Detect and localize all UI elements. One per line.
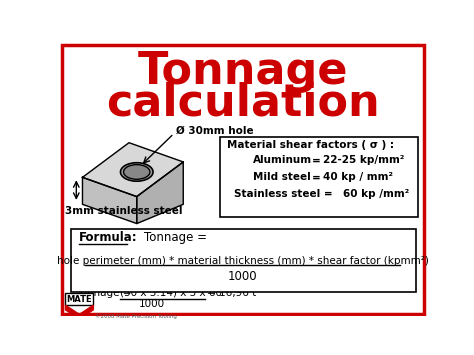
Ellipse shape: [124, 165, 150, 179]
Text: Tonnage =: Tonnage =: [76, 288, 135, 298]
Text: hole perimeter (mm) * material thickness (mm) * shear factor (kpmm²): hole perimeter (mm) * material thickness…: [57, 256, 429, 266]
Text: =: =: [312, 155, 320, 165]
Text: Example: Ø 30mm hole in 3mm stainless steel: Example: Ø 30mm hole in 3mm stainless st…: [76, 277, 319, 287]
Text: Ø 30mm hole: Ø 30mm hole: [175, 126, 253, 136]
Text: = 16,96 t: = 16,96 t: [207, 288, 256, 298]
Text: 3mm stainless steel: 3mm stainless steel: [65, 206, 183, 215]
Bar: [71, 229, 416, 292]
Text: =: =: [312, 173, 320, 182]
Polygon shape: [82, 143, 183, 197]
Text: Stainless steel =: Stainless steel =: [235, 189, 333, 200]
Text: 60 kp /mm²: 60 kp /mm²: [343, 189, 409, 200]
Text: Aluminum: Aluminum: [253, 155, 312, 165]
Text: calculation: calculation: [106, 81, 380, 124]
Text: Formula:: Formula:: [79, 231, 137, 244]
Text: Tonnage: Tonnage: [137, 50, 348, 93]
Polygon shape: [65, 305, 93, 319]
Text: MATE: MATE: [66, 295, 92, 304]
Text: Mild steel: Mild steel: [253, 173, 311, 182]
Bar: [220, 137, 418, 217]
Text: 40 kp / mm²: 40 kp / mm²: [323, 173, 393, 182]
Polygon shape: [137, 162, 183, 224]
Text: 22-25 kp/mm²: 22-25 kp/mm²: [323, 155, 404, 165]
Text: (30 x 3.14) x 3 x 60: (30 x 3.14) x 3 x 60: [120, 288, 222, 298]
Text: 1000: 1000: [139, 299, 165, 309]
Bar: [65, 293, 93, 305]
Polygon shape: [82, 178, 137, 224]
Text: Tonnage =: Tonnage =: [145, 231, 208, 244]
Ellipse shape: [120, 163, 153, 181]
Text: 1000: 1000: [228, 270, 258, 283]
Text: ©2008 Mate Precision Tooling: ©2008 Mate Precision Tooling: [95, 313, 177, 319]
Text: Material shear factors ( σ ) :: Material shear factors ( σ ) :: [227, 140, 393, 150]
